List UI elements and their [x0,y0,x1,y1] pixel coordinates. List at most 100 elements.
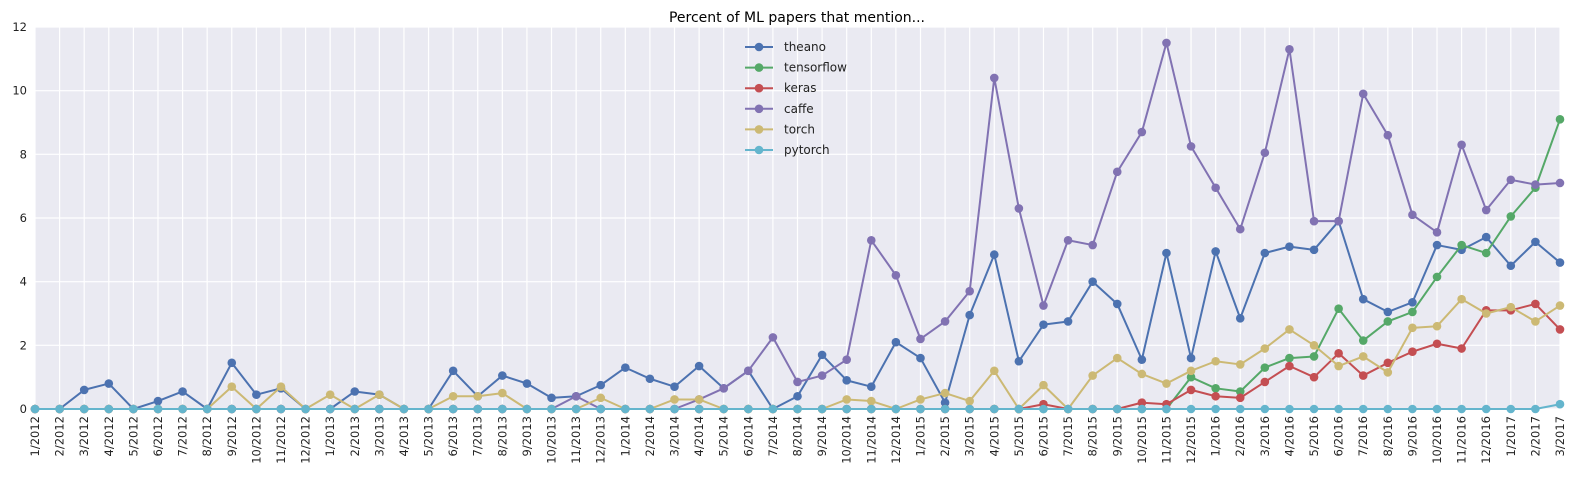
data-point-caffe [916,334,925,344]
data-point-caffe [1285,44,1294,54]
data-point-pytorch [842,404,851,414]
data-point-theano [1383,307,1393,317]
data-point-theano [596,380,606,390]
data-point-torch [1162,379,1171,388]
data-point-torch [1334,361,1343,371]
data-point-tensorflow [1235,387,1245,396]
data-point-caffe [1014,204,1024,213]
data-point-pytorch [104,404,114,414]
data-point-caffe [1457,140,1466,150]
data-point-pytorch [596,404,606,414]
data-point-tensorflow [1186,372,1196,382]
x-tick-label: 6/2016 [1332,416,1346,456]
x-tick-label: 8/2015 [1086,416,1100,456]
y-tick-label: 10 [12,84,27,98]
data-point-pytorch [1457,404,1466,414]
data-point-pytorch [1063,404,1073,414]
data-point-theano [1555,258,1565,267]
y-tick-label: 2 [20,338,27,352]
data-point-tensorflow [1555,115,1565,124]
x-tick-label: 9/2014 [815,416,829,456]
legend-item-theano: theano [745,40,826,54]
data-point-tensorflow [1334,304,1343,314]
data-point-caffe [1235,224,1245,234]
data-point-theano [448,366,458,376]
y-tick-label: 6 [20,211,27,225]
data-point-pytorch [325,404,335,414]
legend-item-caffe: caffe [745,102,814,116]
data-point-caffe [1186,142,1196,151]
data-point-pytorch [276,404,286,414]
legend-swatch-marker [754,63,764,72]
data-point-tensorflow [1432,272,1442,282]
data-point-theano [227,358,237,368]
data-point-torch [473,391,483,401]
data-point-torch [375,390,384,399]
data-point-tensorflow [1285,353,1294,363]
x-tick-label: 9/2013 [520,416,534,456]
data-point-theano [694,361,704,371]
data-point-theano [1039,320,1048,329]
data-point-tensorflow [1506,212,1516,221]
data-point-pytorch [744,404,753,414]
legend-item-torch: torch [745,122,815,136]
data-point-pytorch [866,404,876,414]
data-point-pytorch [645,404,655,414]
x-tick-label: 2/2016 [1233,416,1247,456]
data-point-caffe [1162,38,1171,48]
data-point-pytorch [1285,404,1294,414]
data-point-torch [670,395,679,404]
x-tick-label: 12/2016 [1479,416,1493,464]
data-point-theano [866,382,876,392]
x-tick-label: 9/2016 [1405,416,1419,456]
data-point-caffe [1309,216,1319,226]
data-point-theano [1481,232,1491,242]
data-point-keras [1285,361,1294,371]
x-tick-label: 11/2015 [1159,416,1173,464]
x-tick-label: 12/2015 [1184,416,1198,464]
data-point-theano [79,385,89,395]
data-point-theano [522,379,532,388]
y-axis-ticks: 0 2 4 6 8 10 12 [12,20,27,416]
data-point-pytorch [399,404,409,414]
x-tick-label: 6/2013 [446,416,460,456]
legend-swatch-marker [754,104,764,114]
x-tick-label: 11/2016 [1455,416,1469,464]
data-point-keras [1432,339,1442,349]
data-point-theano [498,371,507,380]
data-point-torch [1383,368,1393,377]
data-point-pytorch [1408,404,1417,414]
x-tick-label: 7/2015 [1061,416,1075,456]
data-point-tensorflow [1457,240,1466,250]
x-tick-label: 10/2015 [1135,416,1149,464]
x-tick-label: 6/2014 [741,416,755,456]
x-tick-label: 10/2014 [840,416,854,464]
data-point-keras [1309,372,1319,382]
legend-swatch-marker [754,42,764,52]
data-point-caffe [817,371,827,380]
x-tick-label: 4/2015 [987,416,1001,456]
data-point-caffe [1334,216,1343,226]
data-point-caffe [940,317,950,326]
data-point-torch [1408,323,1417,333]
data-point-tensorflow [1358,336,1368,345]
data-point-torch [1531,317,1540,326]
x-tick-label: 8/2014 [791,416,805,456]
x-tick-label: 1/2017 [1504,416,1518,456]
x-tick-label: 12/2012 [299,416,313,464]
data-point-theano [645,374,655,384]
data-point-pytorch [30,404,40,414]
x-tick-label: 3/2012 [77,416,91,456]
data-point-pytorch [1014,404,1024,414]
data-point-keras [1260,377,1270,387]
x-tick-label: 1/2013 [323,416,337,456]
series-lines [30,38,1565,414]
y-tick-label: 12 [12,20,27,34]
legend-label: pytorch [784,143,830,157]
data-point-caffe [1408,210,1417,220]
x-tick-label: 4/2014 [692,416,706,456]
data-point-pytorch [965,404,974,414]
data-point-theano [350,387,360,396]
data-point-theano [1088,277,1097,286]
data-point-theano [842,376,851,385]
